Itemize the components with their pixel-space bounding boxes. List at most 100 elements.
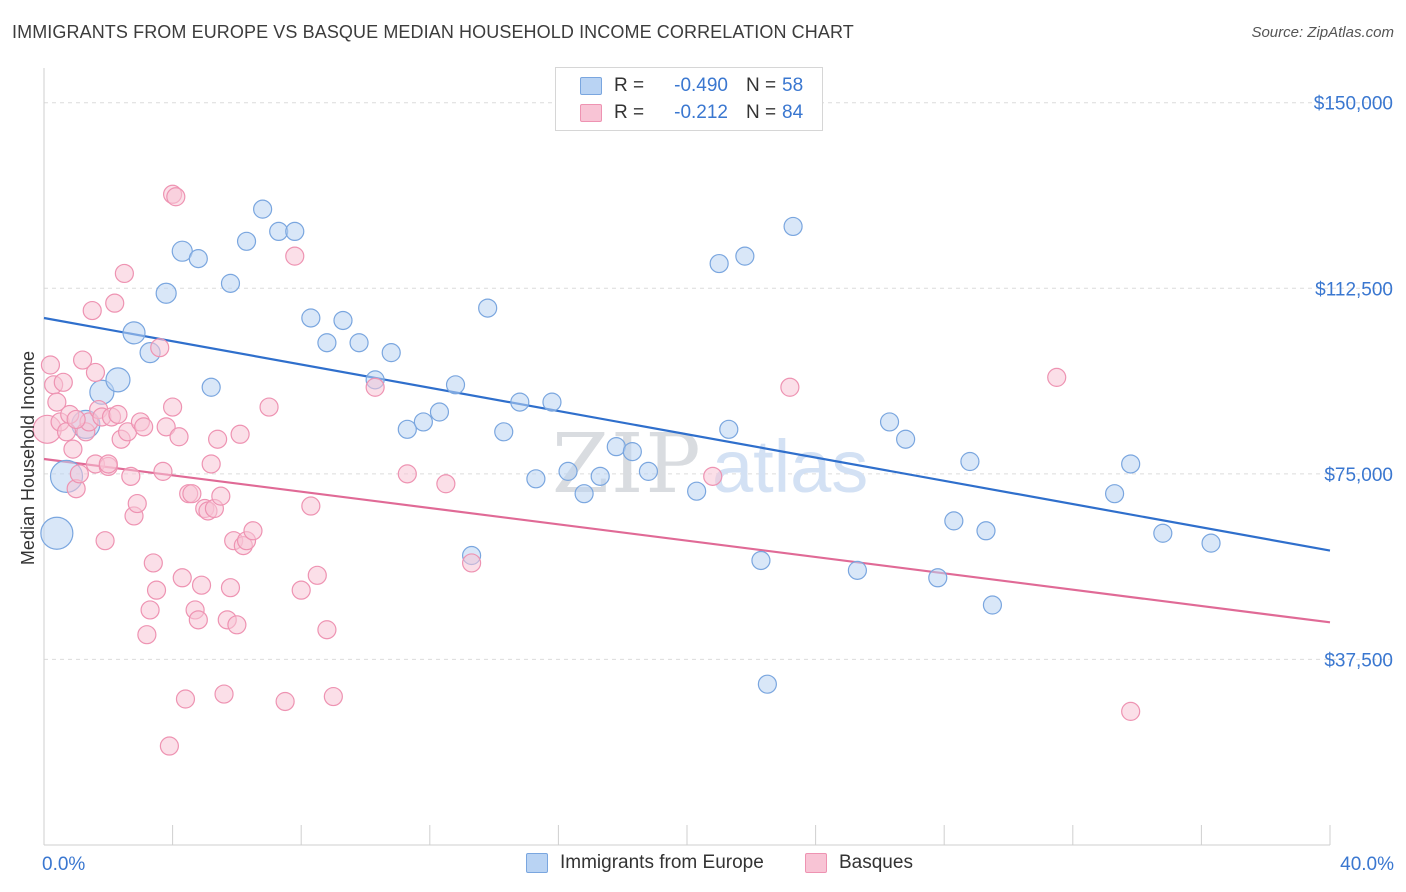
point-basques-69 (301, 496, 321, 516)
y-axis-label: Median Household Income (18, 351, 38, 565)
x-tick-label-min: 0.0% (42, 854, 85, 875)
point-europe-36 (622, 442, 642, 462)
legend-r-label: R = (614, 75, 645, 96)
bottom-legend: Immigrants from Europe Basques (0, 852, 1406, 878)
point-basques-54 (208, 429, 228, 449)
point-europe-51 (976, 521, 996, 541)
point-basques-14 (82, 300, 102, 321)
point-europe-41 (735, 246, 755, 266)
point-europe-14 (269, 221, 289, 241)
legend-row-basques: R = -0.212 N = 84 (580, 101, 803, 125)
point-europe-17 (317, 333, 337, 353)
point-europe-38 (687, 481, 707, 501)
point-basques-64 (243, 521, 263, 541)
legend-n-value: 84 (782, 102, 804, 123)
point-europe-28 (494, 422, 514, 442)
point-basques-67 (285, 246, 305, 266)
point-basques-38 (156, 417, 176, 437)
point-basques-56 (214, 684, 234, 704)
y-tick-label-1: $75,000 (1324, 465, 1393, 486)
point-europe-45 (847, 560, 867, 580)
point-basques-49 (191, 575, 212, 595)
point-basques-60 (227, 615, 247, 635)
point-europe-33 (574, 484, 594, 504)
point-europe-53 (1104, 484, 1125, 504)
point-basques-81 (163, 397, 183, 417)
point-europe-49 (944, 511, 964, 531)
point-basques-8 (63, 439, 83, 459)
point-europe-37 (638, 461, 659, 481)
point-basques-82 (66, 409, 86, 430)
bottom-legend-label-europe: Immigrants from Europe (560, 852, 764, 873)
point-europe-50 (960, 451, 980, 472)
point-basques-10 (69, 464, 89, 484)
legend: R = -0.490 N = 58 R = -0.212 N = 84 (555, 67, 823, 131)
point-basques-19 (95, 531, 115, 551)
data-points (32, 184, 1221, 756)
point-basques-29 (127, 493, 147, 514)
point-basques-25 (114, 263, 134, 284)
point-europe-32 (558, 461, 578, 481)
watermark: ZIP atlas (552, 417, 868, 512)
point-basques-46 (182, 484, 202, 504)
point-basques-55 (211, 486, 231, 506)
point-basques-34 (143, 553, 163, 573)
point-europe-46 (879, 412, 900, 432)
series-europe (40, 199, 1221, 694)
source-label: Source: ZipAtlas.com (1251, 24, 1394, 41)
x-tick-label-max: 40.0% (1340, 854, 1394, 875)
point-basques-65 (259, 397, 279, 417)
bottom-legend-basques: Basques (805, 852, 913, 874)
point-europe-13 (253, 199, 273, 219)
point-europe-42 (751, 550, 771, 571)
point-basques-32 (137, 625, 157, 645)
y-tick-label-3: $150,000 (1314, 94, 1393, 115)
point-europe-52 (982, 595, 1003, 615)
point-basques-16 (85, 362, 106, 383)
point-basques-41 (166, 187, 186, 207)
point-basques-35 (146, 580, 167, 600)
point-europe-19 (349, 333, 369, 353)
point-basques-27 (121, 466, 141, 486)
point-basques-83 (98, 454, 118, 474)
legend-n-label: N = (746, 75, 777, 96)
point-europe-10 (201, 377, 221, 397)
point-basques-44 (175, 689, 196, 709)
point-basques-61 (230, 424, 250, 444)
legend-r-value: -0.212 (674, 102, 728, 123)
point-europe-47 (896, 429, 916, 449)
point-basques-58 (220, 578, 241, 598)
point-europe-5 (122, 321, 146, 345)
legend-row-europe: R = -0.490 N = 58 (580, 74, 803, 98)
bottom-legend-label-basques: Basques (839, 852, 913, 873)
point-europe-15 (285, 221, 305, 241)
axes (43, 68, 1331, 846)
point-europe-44 (783, 216, 803, 237)
bottom-legend-europe: Immigrants from Europe (526, 852, 764, 874)
point-basques-72 (323, 686, 343, 707)
legend-n-label: N = (746, 102, 777, 123)
point-europe-31 (542, 392, 562, 412)
point-europe-4 (105, 367, 131, 393)
point-basques-77 (703, 466, 723, 486)
grid-lines (44, 102, 1392, 660)
legend-n-value: 58 (782, 75, 804, 96)
point-europe-56 (1201, 533, 1221, 553)
point-europe-11 (220, 273, 241, 293)
point-europe-22 (397, 419, 417, 439)
legend-r-label: R = (614, 102, 645, 123)
point-basques-78 (780, 377, 800, 397)
point-basques-39 (159, 736, 179, 756)
point-basques-11 (72, 350, 93, 370)
x-tick-labels: 0.0% 40.0% (42, 854, 1394, 875)
point-basques-68 (291, 580, 311, 600)
series-basques (32, 184, 1141, 756)
point-basques-76 (461, 553, 482, 573)
point-europe-24 (429, 402, 450, 422)
point-basques-52 (201, 454, 221, 474)
point-basques-73 (365, 377, 385, 397)
point-europe-48 (928, 568, 948, 588)
point-europe-39 (709, 253, 729, 274)
point-europe-35 (606, 437, 626, 457)
y-tick-label-0: $37,500 (1324, 650, 1393, 671)
